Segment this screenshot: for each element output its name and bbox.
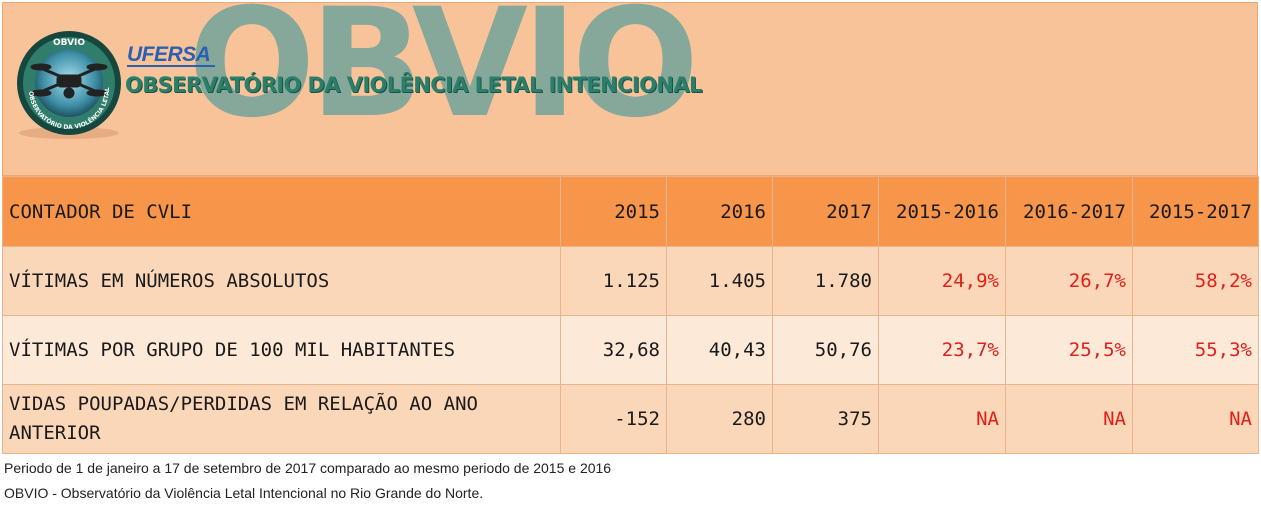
header-cell-2015: 2015 (560, 176, 667, 247)
header-banner: OBVIO OBSERVATÓRIO DA VIOLÊNCIA LETAL IN… (2, 2, 1258, 176)
row-label: VIDAS POUPADAS/PERDIDAS EM RELAÇÃO AO AN… (2, 384, 561, 454)
header-cell-2017: 2017 (772, 176, 879, 247)
row-label: VÍTIMAS POR GRUPO DE 100 MIL HABITANTES (2, 315, 561, 385)
cell-change: NA (1005, 384, 1133, 454)
obvio-seal-logo: OBVIO OBSERVATÓRIO DA VIOLÊNCIA LETAL IN… (13, 29, 121, 139)
cvli-counter-table: CONTADOR DE CVLI 2015 2016 2017 2015-201… (2, 176, 1259, 454)
seal-top-text: OBVIO (53, 38, 85, 48)
ufersa-logo-text: UFERSA (127, 43, 211, 66)
cell-change: NA (1132, 384, 1259, 454)
cell-change: 23,7% (878, 315, 1006, 385)
cell-value: 375 (772, 384, 879, 454)
cell-value: 40,43 (666, 315, 773, 385)
row-label: VÍTIMAS EM NÚMEROS ABSOLUTOS (2, 246, 561, 316)
header-cell-label: CONTADOR DE CVLI (2, 176, 561, 247)
header-cell-2016: 2016 (666, 176, 773, 247)
cell-change: 26,7% (1005, 246, 1133, 316)
cell-change: 58,2% (1132, 246, 1259, 316)
cell-change: 55,3% (1132, 315, 1259, 385)
cell-value: 280 (666, 384, 773, 454)
cell-value: 1.125 (560, 246, 667, 316)
footnote-source: OBVIO - Observatório da Violência Letal … (4, 485, 484, 501)
table-row: VÍTIMAS POR GRUPO DE 100 MIL HABITANTES … (2, 315, 1259, 385)
cell-change: NA (878, 384, 1006, 454)
header-cell-2016-2017: 2016-2017 (1005, 176, 1133, 247)
cell-value: 32,68 (560, 315, 667, 385)
header-cell-2015-2016: 2015-2016 (878, 176, 1006, 247)
cell-value: 50,76 (772, 315, 879, 385)
header-cell-2015-2017: 2015-2017 (1132, 176, 1259, 247)
observatory-title: OBSERVATÓRIO DA VIOLÊNCIA LETAL INTENCIO… (125, 73, 702, 97)
cell-change: 25,5% (1005, 315, 1133, 385)
table-row: VÍTIMAS EM NÚMEROS ABSOLUTOS 1.125 1.405… (2, 246, 1259, 316)
cell-change: 24,9% (878, 246, 1006, 316)
table-row: VIDAS POUPADAS/PERDIDAS EM RELAÇÃO AO AN… (2, 384, 1259, 454)
table-header-row: CONTADOR DE CVLI 2015 2016 2017 2015-201… (2, 176, 1259, 247)
cell-value: -152 (560, 384, 667, 454)
cell-value: 1.405 (666, 246, 773, 316)
ufersa-underline (127, 65, 215, 67)
cell-value: 1.780 (772, 246, 879, 316)
footnote-period: Periodo de 1 de janeiro a 17 de setembro… (4, 460, 612, 476)
obvio-wordmark: OBVIO (188, 2, 699, 151)
